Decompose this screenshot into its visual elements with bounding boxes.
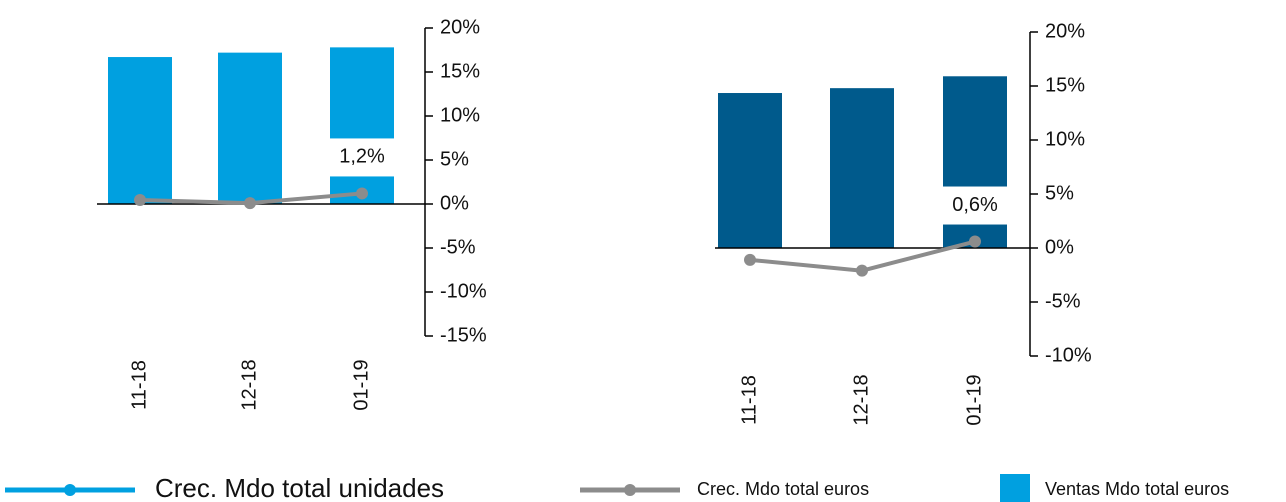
y-tick-label: 15% [1045,74,1085,96]
y-tick-label: 0% [440,192,469,214]
line-point [244,197,256,210]
bar [718,93,782,249]
line-point [744,253,756,266]
x-tick-label: 01-19 [963,374,985,425]
line-point [134,194,146,207]
y-tick-label: 5% [1045,182,1074,204]
x-tick-label: 11-18 [128,360,150,410]
x-tick-label: 11-18 [738,375,760,425]
y-tick-label: 5% [440,148,469,170]
legend-label: Crec. Mdo total unidades [155,473,444,502]
legend-swatch [1000,474,1030,502]
legend-label: Ventas Mdo total euros [1045,479,1229,499]
y-tick-label: 10% [440,104,480,126]
line-point [969,235,981,248]
legend-dot [624,484,636,496]
y-tick-label: -5% [440,236,476,258]
y-tick-label: -15% [440,324,487,346]
x-tick-label: 12-18 [238,359,260,410]
label-bg [328,138,396,177]
bar [218,52,282,204]
y-tick-label: -5% [1045,290,1081,312]
legend-dot [64,484,76,496]
legend-label: Crec. Mdo total euros [697,479,869,499]
data-label: 1,2% [339,146,385,168]
bar [330,47,394,204]
y-tick-label: -10% [1045,344,1092,366]
y-tick-label: 0% [1045,236,1074,258]
bar [830,88,894,248]
y-tick-label: 15% [440,60,480,82]
x-tick-label: 01-19 [350,359,372,410]
line-point [356,187,368,200]
x-tick-label: 12-18 [850,374,872,425]
label-bg [941,186,1009,225]
y-tick-label: -10% [440,280,487,302]
bar [108,57,172,204]
line-point [856,264,868,277]
y-tick-label: 10% [1045,128,1085,150]
y-tick-label: 20% [1045,20,1085,42]
data-label: 0,6% [952,194,998,216]
y-tick-label: 20% [440,16,480,38]
